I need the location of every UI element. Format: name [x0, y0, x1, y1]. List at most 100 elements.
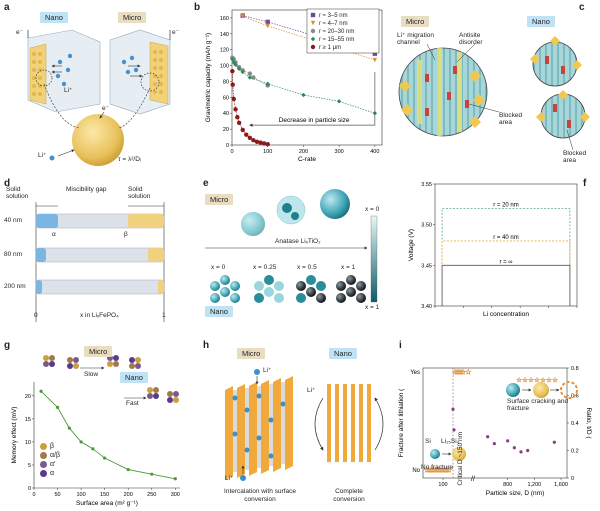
blocked-label-2: Blocked area: [563, 150, 587, 164]
data-point: [445, 466, 453, 473]
data-point: [519, 450, 523, 454]
surface-label: Surface cracking and fracture: [507, 398, 569, 412]
data-point: [230, 68, 235, 74]
data-point: [552, 440, 556, 444]
si-particle: [430, 449, 440, 459]
migration-label: Li⁺ migration channel: [397, 32, 435, 46]
data-point: [527, 376, 535, 383]
particle: [73, 363, 79, 369]
lisi-label: Li₁₅Si₄: [441, 438, 460, 445]
data-point: [230, 82, 235, 87]
anatase-label: Anatase LiₓTiO₂: [275, 238, 321, 245]
data-point: [103, 456, 107, 460]
e-x-025: x = 0.25: [253, 264, 277, 271]
x-tick-label: 100: [438, 482, 447, 488]
x-tick-label: 250: [147, 492, 156, 498]
nano-micro-diagram: [27, 29, 171, 166]
data-point: [310, 44, 316, 50]
particle: [129, 363, 135, 369]
c-nano-tag: Nano: [527, 16, 555, 27]
panel-f-label: f: [583, 178, 587, 189]
y-tick-label: 0.4: [571, 421, 579, 427]
e-x-0: x = 0: [211, 264, 226, 271]
particle: [147, 387, 153, 393]
data-point: [231, 96, 236, 102]
y-tick-label: 20: [223, 127, 229, 133]
data-point: [372, 57, 378, 63]
y-tick-label: 5: [28, 463, 31, 469]
y-tick-label: 80: [223, 79, 229, 85]
beta-label: β: [124, 231, 128, 238]
x-tick-label: 0: [230, 149, 233, 155]
legend-item: α′: [40, 460, 60, 469]
e-left-label: e⁻: [16, 29, 24, 36]
panel-h-label: h: [203, 340, 210, 351]
g-nano-tag: Nano: [120, 372, 148, 383]
solid-solution-right: Solid solution: [128, 186, 151, 200]
data-point: [265, 19, 270, 25]
data-point: [521, 376, 529, 383]
data-point: [173, 477, 177, 481]
series-label: r = 20 nm: [493, 202, 519, 208]
data-point: [336, 99, 342, 104]
data-point: [372, 51, 378, 56]
data-point: [39, 389, 43, 393]
data-point: [91, 447, 95, 451]
data-point: [236, 66, 242, 71]
h-li-top: Li⁺: [263, 367, 272, 374]
panel-b: b 0 20 40 60 80 100 120 140 160 0 100 200 300 400 C-ra…: [190, 0, 390, 172]
antisite-diagram: [398, 36, 590, 151]
y-tick-label: 140: [220, 32, 229, 38]
nofracture-label: No fracture: [421, 464, 454, 471]
data-point: [126, 467, 130, 472]
y-tick-label: 40: [223, 111, 229, 117]
nano-tag: Nano: [40, 12, 68, 23]
particle: [43, 361, 49, 367]
y-tick-label: 0.8: [571, 366, 579, 372]
data-point: [258, 140, 263, 145]
data-point: [247, 135, 253, 141]
y-axis-label-right: Ratio, t/D (: [585, 407, 592, 439]
d-xlabel: x in LiₓFePO₄: [80, 312, 119, 319]
series-line: [40, 390, 176, 480]
antisite-label: Antisite disorder: [459, 32, 483, 46]
series-line: [232, 59, 375, 114]
data-point: [539, 376, 547, 383]
plot-frame: [434, 183, 578, 307]
data-point: [244, 132, 249, 137]
data-point: [310, 28, 316, 34]
g-micro-tag: Micro: [84, 346, 113, 357]
legend-item: α: [40, 469, 60, 478]
x-tick-label: 1,600: [554, 482, 568, 488]
data-point: [512, 446, 516, 450]
x-tick-label: 50: [54, 492, 60, 498]
x-tick-label: 150: [100, 492, 109, 498]
y-tick-label: 120: [220, 48, 229, 54]
y-tick-label: 0: [28, 486, 31, 492]
annotation-label: Decrease in particle size: [279, 117, 350, 124]
panel-f: f 3.40 3.45 3.50 3.55 Li concentration Voltag…: [395, 176, 600, 336]
x-axis-label: Li concentration: [483, 311, 529, 318]
x-tick-label: 300: [171, 492, 180, 498]
data-point: [236, 120, 242, 125]
y-axis-label: Voltage (V): [408, 229, 415, 261]
particle: [73, 357, 79, 363]
panel-d: d Solid solution Miscibility gap Solid s…: [0, 176, 190, 336]
data-point: [55, 405, 60, 409]
data-point: [233, 62, 238, 67]
panel-d-label: d: [4, 178, 11, 189]
legend-label: r ≈ 3–5 nm: [319, 13, 348, 19]
legend-label: r ≈ 4–7 nm: [319, 21, 348, 27]
intercalation-diagram: [225, 369, 384, 481]
size-arrow: [249, 71, 376, 127]
particle: [135, 357, 141, 363]
y-axis-label: Gravimetric capacity (mAh g⁻¹): [205, 33, 212, 122]
alpha-label: α: [52, 231, 56, 238]
particle: [147, 393, 153, 399]
particle: [67, 357, 73, 363]
data-point: [230, 57, 235, 62]
data-point: [261, 141, 267, 146]
li-inner-label: Li⁺: [64, 87, 73, 94]
particle: [113, 355, 119, 361]
panel-e-label: e: [203, 178, 209, 189]
